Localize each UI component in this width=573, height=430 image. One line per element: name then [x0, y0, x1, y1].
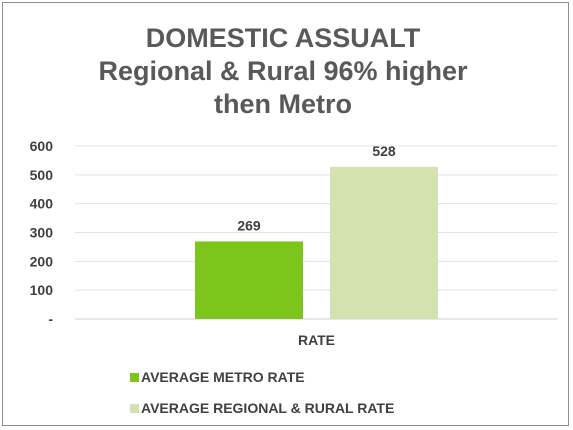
y-axis-tick-labels: - 100 200 300 400 500 600	[30, 138, 54, 327]
category-label: RATE	[298, 332, 335, 348]
data-labels: 269 528	[237, 143, 396, 234]
chart-title: DOMESTIC ASSUALT Regional & Rural 96% hi…	[98, 23, 468, 119]
chart-title-line-3: then Metro	[214, 89, 352, 119]
bar-regional-rural	[330, 166, 438, 319]
legend: AVERAGE METRO RATE AVERAGE REGIONAL & RUR…	[130, 369, 394, 416]
legend-label: AVERAGE REGIONAL & RURAL RATE	[141, 400, 394, 416]
bar-metro	[195, 241, 303, 319]
bar-chart: DOMESTIC ASSUALT Regional & Rural 96% hi…	[30, 23, 558, 416]
data-label: 528	[372, 143, 396, 159]
y-tick-label: -	[48, 311, 53, 327]
y-tick-label: 500	[30, 167, 54, 183]
y-tick-label: 100	[30, 282, 54, 298]
chart-title-line-2: Regional & Rural 96% higher	[98, 56, 468, 86]
legend-label: AVERAGE METRO RATE	[141, 369, 305, 385]
chart-title-line-1: DOMESTIC ASSUALT	[146, 23, 421, 53]
legend-swatch	[130, 404, 139, 413]
y-tick-label: 300	[30, 225, 54, 241]
y-tick-label: 400	[30, 196, 54, 212]
legend-swatch	[130, 373, 139, 382]
bars	[195, 166, 438, 319]
y-tick-label: 200	[30, 253, 54, 269]
y-tick-label: 600	[30, 138, 54, 154]
gridlines	[75, 145, 558, 320]
data-label: 269	[237, 217, 261, 233]
x-axis-category-labels: RATE	[298, 332, 335, 348]
chart-frame: DOMESTIC ASSUALT Regional & Rural 96% hi…	[2, 2, 569, 426]
